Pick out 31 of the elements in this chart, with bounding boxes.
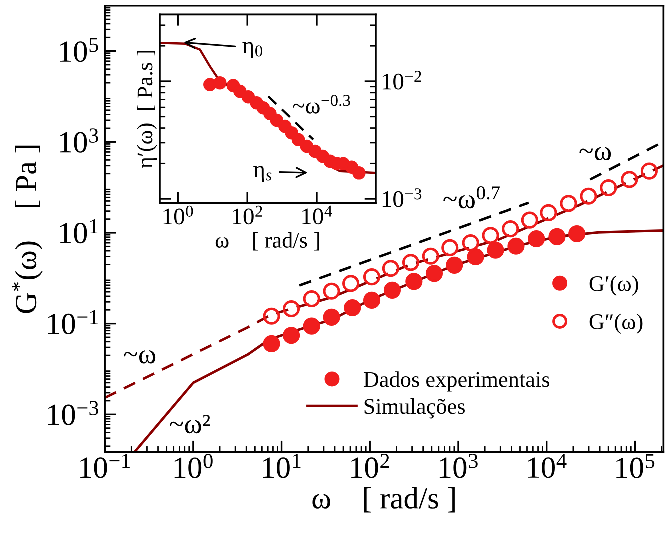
y-axis-title: η′(ω) [ Pa.s ] — [137, 50, 158, 168]
legend-label: G′(ω) — [590, 276, 638, 296]
annotation: Dados experimentais — [364, 372, 550, 392]
annotation: ~ω — [580, 147, 612, 161]
y-tick-label: 10$^{−3}$ — [48, 401, 99, 426]
annotation: ~ω² — [170, 415, 210, 434]
legend-label: G″(ω) — [590, 314, 643, 334]
y-tick-label: 10$^{−2}$ — [382, 71, 422, 90]
y-tick-label: 10$^{3}$ — [60, 128, 98, 153]
annotation: Simulações — [364, 398, 465, 419]
x-axis-title: ω [ rad/s ] — [312, 487, 455, 513]
x-tick-label: 10$^{0}$ — [164, 206, 194, 225]
x-tick-label: 10$^{2}$ — [352, 454, 390, 478]
y-axis-title: G$^{*}$(ω) [ Pa ] — [12, 146, 43, 314]
x-tick-label: 10$^{4}$ — [302, 206, 332, 225]
x-axis-title: ω [ rad/s ] — [216, 232, 320, 251]
y-tick-label: 10$^{5}$ — [60, 38, 98, 62]
x-tick-label: 10$^{4}$ — [528, 454, 567, 478]
x-tick-label: 10$^{−1}$ — [80, 454, 130, 478]
x-tick-label: 10$^{5}$ — [616, 454, 655, 478]
x-tick-label: 10$^{3}$ — [440, 454, 478, 478]
annotation: ~ω$^{0.7}$ — [444, 186, 500, 209]
y-tick-label: 10$^{−3}$ — [382, 188, 422, 208]
annotation: η$_{0}$ — [242, 42, 263, 58]
annotation: η$_{s}$ — [254, 166, 272, 182]
x-tick-label: 10$^{2}$ — [233, 206, 262, 225]
x-tick-label: 10$^{1}$ — [263, 454, 301, 478]
y-tick-label: 10$^{−1}$ — [48, 310, 98, 335]
annotation: ~ω — [124, 350, 156, 364]
x-tick-label: 10$^{0}$ — [174, 454, 213, 478]
annotation: ~ω$^{−0.3}$ — [293, 95, 350, 114]
